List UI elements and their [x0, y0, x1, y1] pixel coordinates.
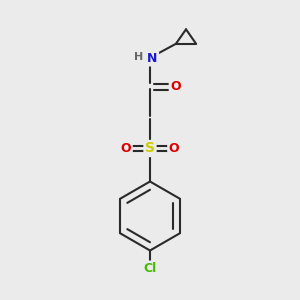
Text: O: O — [170, 80, 181, 94]
Text: O: O — [169, 142, 179, 155]
Text: O: O — [121, 142, 131, 155]
Text: Cl: Cl — [143, 262, 157, 275]
Text: H: H — [134, 52, 143, 62]
Text: S: S — [145, 142, 155, 155]
Text: N: N — [147, 52, 158, 65]
